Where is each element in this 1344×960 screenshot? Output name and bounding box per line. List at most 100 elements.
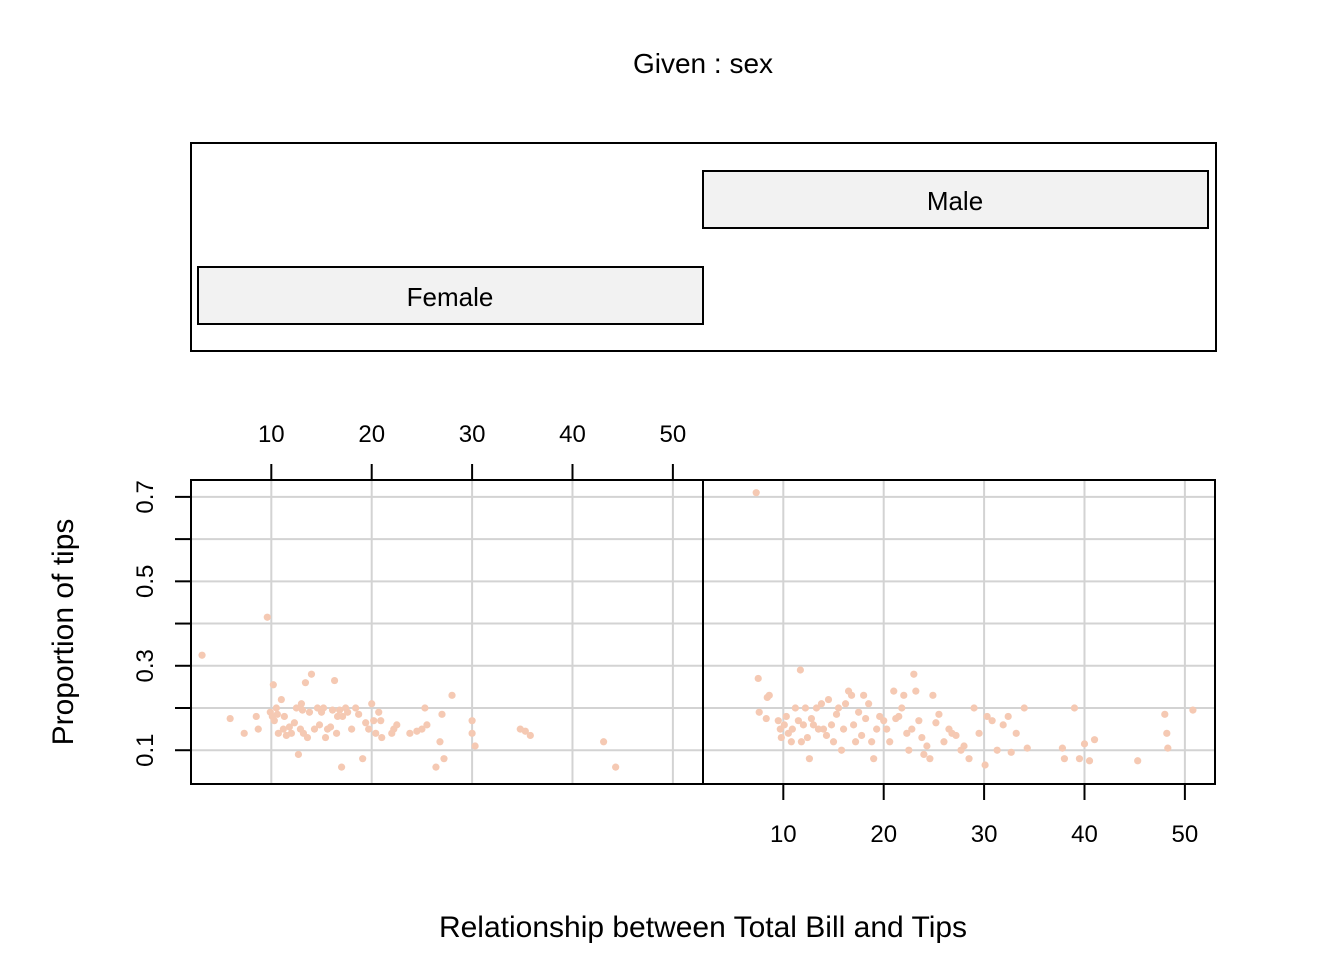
- panel-female: [190, 479, 704, 785]
- data-point-female-24: [298, 706, 307, 714]
- data-point-female-52: [365, 725, 373, 733]
- data-point-male-83: [993, 746, 1001, 754]
- data-point-female-51: [362, 719, 370, 727]
- data-point-male-98: [1161, 710, 1169, 718]
- given-title: Given : sex: [633, 48, 773, 79]
- data-point-male-91: [1060, 755, 1069, 763]
- data-point-male-33: [834, 704, 843, 712]
- data-point-male-70: [935, 710, 943, 718]
- data-point-male-44: [862, 714, 870, 723]
- data-point-female-37: [326, 723, 335, 731]
- data-point-female-41: [333, 712, 342, 721]
- data-point-female-49: [355, 710, 363, 718]
- data-point-female-4: [254, 725, 262, 733]
- data-point-male-30: [827, 721, 836, 729]
- data-point-female-42: [335, 706, 344, 714]
- data-point-male-99: [1163, 729, 1171, 737]
- data-point-male-26: [817, 700, 826, 708]
- data-point-male-39: [849, 721, 858, 729]
- data-point-male-56: [898, 704, 906, 712]
- y-tick-label-0.5: 0.5: [132, 565, 159, 598]
- data-point-female-12: [274, 729, 282, 737]
- data-point-male-66: [923, 742, 931, 750]
- data-point-female-38: [328, 706, 337, 714]
- data-point-male-29: [824, 695, 833, 704]
- data-point-male-93: [1075, 755, 1084, 763]
- x-tick-label-top-30: 30: [459, 421, 486, 448]
- x-tick-label-top-10: 10: [258, 421, 285, 448]
- data-point-male-55: [895, 712, 903, 721]
- data-point-female-1: [226, 714, 234, 723]
- data-point-female-28: [305, 708, 314, 716]
- data-point-male-43: [860, 691, 868, 699]
- axes: 10 20 30 40 50 10 20 30 40 50 0.1 0.3 0.5 0.7: [132, 421, 1198, 848]
- data-point-male-2: [755, 708, 763, 716]
- data-point-male-31: [829, 738, 838, 746]
- data-point-male-84: [999, 721, 1007, 729]
- data-point-female-79: [612, 763, 620, 771]
- data-point-female-65: [421, 704, 429, 712]
- data-point-male-78: [970, 704, 978, 712]
- data-point-male-1: [754, 674, 762, 683]
- data-point-female-19: [290, 719, 299, 727]
- given-strip-frame: [190, 142, 1217, 352]
- data-point-female-10: [272, 704, 280, 712]
- data-point-male-17: [797, 738, 805, 746]
- data-point-female-73: [468, 729, 476, 737]
- data-point-female-76: [521, 727, 529, 735]
- data-point-female-26: [301, 679, 310, 687]
- panel-male: [702, 479, 1216, 785]
- data-point-male-46: [868, 738, 876, 746]
- data-point-male-97: [1134, 757, 1142, 765]
- data-point-male-92: [1070, 704, 1079, 712]
- data-point-female-66: [423, 721, 431, 729]
- data-point-male-34: [837, 746, 846, 754]
- data-point-male-15: [794, 717, 802, 725]
- data-point-male-85: [1004, 712, 1012, 721]
- data-point-male-20: [803, 733, 812, 742]
- data-point-male-57: [900, 691, 908, 699]
- data-point-male-68: [929, 691, 937, 699]
- data-point-female-35: [321, 733, 330, 742]
- data-point-male-76: [960, 742, 968, 750]
- data-point-female-14: [279, 725, 287, 733]
- x-tick-label-bottom-20: 20: [870, 821, 897, 848]
- data-point-female-43: [337, 763, 346, 771]
- data-point-female-55: [372, 729, 380, 737]
- data-point-male-40: [851, 738, 860, 746]
- data-point-female-56: [375, 708, 383, 716]
- data-point-female-67: [432, 763, 440, 771]
- data-point-male-27: [819, 725, 828, 733]
- data-point-male-32: [832, 710, 841, 718]
- x-tick-label-top-40: 40: [559, 421, 586, 448]
- data-point-female-78: [600, 738, 608, 746]
- data-point-female-39: [330, 676, 339, 685]
- data-point-female-40: [332, 729, 341, 737]
- data-point-male-87: [1012, 729, 1020, 737]
- data-point-female-17: [285, 723, 293, 731]
- data-point-male-23: [809, 721, 818, 729]
- data-point-male-62: [912, 687, 920, 695]
- data-point-female-32: [315, 721, 324, 729]
- data-point-female-3: [252, 712, 260, 721]
- data-point-male-38: [847, 691, 856, 699]
- data-point-female-0: [198, 651, 206, 659]
- data-point-male-65: [920, 750, 928, 759]
- data-point-male-3: [762, 714, 770, 723]
- x-tick-label-bottom-40: 40: [1071, 821, 1098, 848]
- data-point-male-101: [1189, 706, 1197, 714]
- y-tick-label-0.3: 0.3: [132, 649, 159, 682]
- x-tick-label-bottom-50: 50: [1172, 821, 1199, 848]
- data-point-male-10: [782, 712, 790, 721]
- data-point-male-50: [880, 717, 888, 725]
- data-point-male-13: [788, 725, 796, 733]
- data-point-female-74: [471, 742, 479, 750]
- data-point-male-14: [791, 704, 799, 712]
- data-point-male-88: [1020, 704, 1028, 712]
- data-point-female-62: [406, 729, 414, 737]
- data-point-male-35: [839, 725, 848, 733]
- data-point-male-90: [1058, 744, 1067, 752]
- data-point-female-53: [368, 700, 376, 708]
- data-point-female-11: [273, 710, 281, 718]
